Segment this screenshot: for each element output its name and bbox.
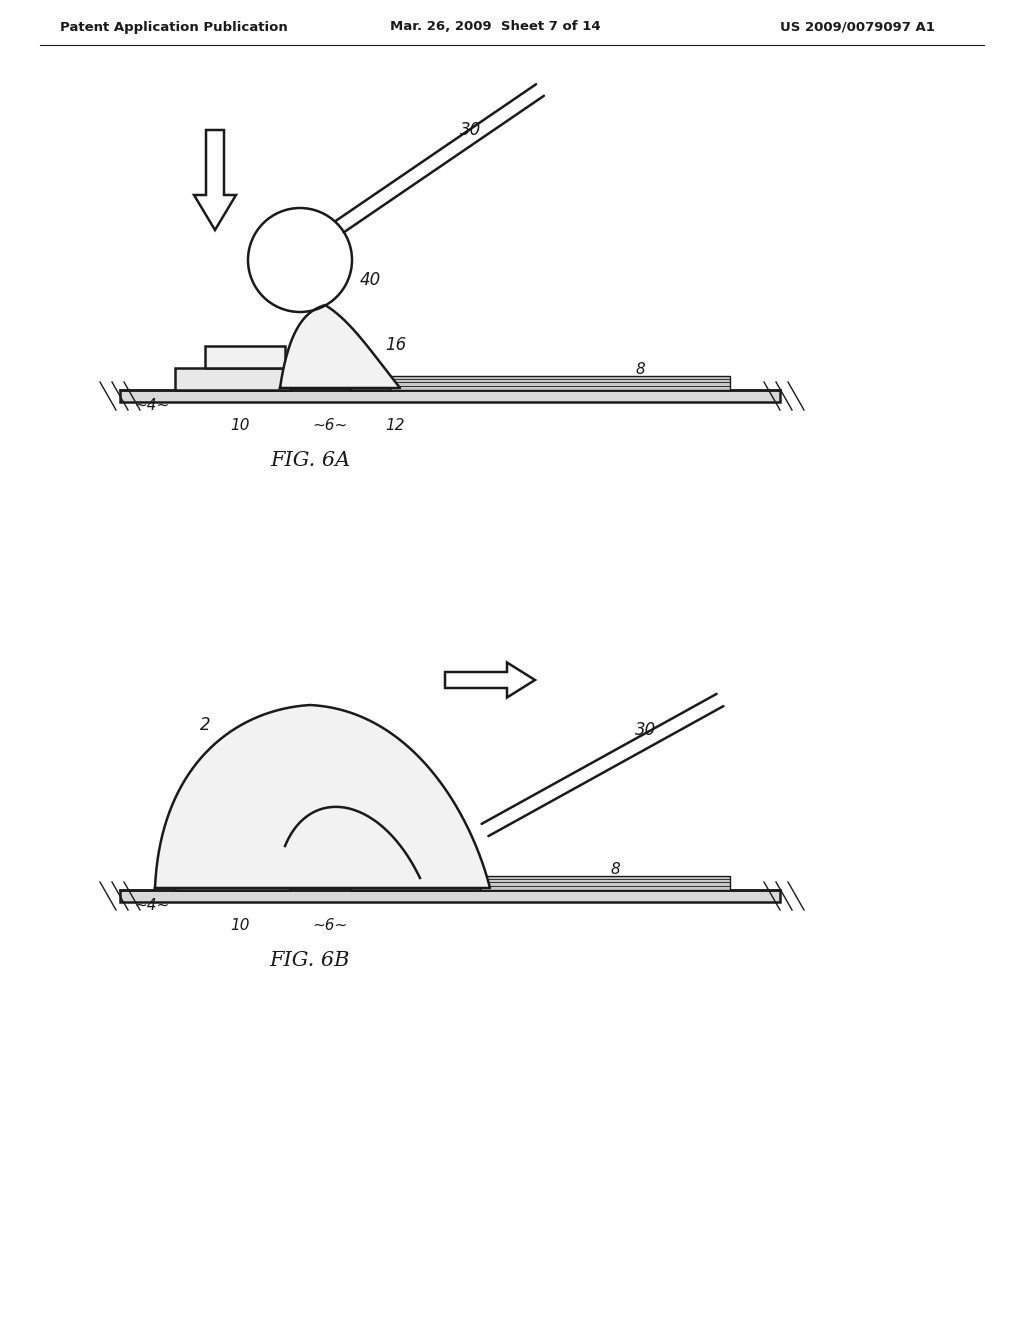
Text: Patent Application Publication: Patent Application Publication	[60, 21, 288, 33]
Text: 8: 8	[610, 862, 620, 878]
Text: ~4~: ~4~	[134, 898, 170, 912]
Text: FIG. 6A: FIG. 6A	[270, 450, 350, 470]
Bar	[350, 878, 480, 890]
Text: 2: 2	[200, 715, 211, 734]
Text: ~6~: ~6~	[312, 917, 347, 932]
Text: 8: 8	[635, 363, 645, 378]
Text: 10: 10	[230, 917, 250, 932]
Text: ~4~: ~4~	[134, 397, 170, 412]
Bar	[205, 846, 285, 869]
Text: 12: 12	[385, 417, 404, 433]
Text: Mar. 26, 2009  Sheet 7 of 14: Mar. 26, 2009 Sheet 7 of 14	[390, 21, 601, 33]
Bar	[175, 869, 290, 890]
Bar	[390, 376, 730, 389]
Text: FIG. 6B: FIG. 6B	[269, 950, 350, 969]
Text: 16: 16	[385, 337, 407, 354]
Text: ~6~: ~6~	[312, 417, 347, 433]
Text: 30: 30	[460, 121, 481, 139]
Bar	[205, 346, 285, 368]
FancyArrow shape	[445, 663, 535, 697]
Bar	[120, 890, 780, 902]
Bar	[480, 876, 730, 890]
Text: 10: 10	[230, 417, 250, 433]
FancyArrow shape	[194, 129, 236, 230]
Text: 16: 16	[395, 810, 416, 829]
Polygon shape	[155, 705, 490, 888]
Text: 30: 30	[635, 721, 656, 739]
Bar	[175, 368, 290, 389]
Bar	[120, 389, 780, 403]
Polygon shape	[280, 305, 400, 388]
Text: 40: 40	[360, 271, 381, 289]
Bar	[350, 378, 390, 389]
Text: US 2009/0079097 A1: US 2009/0079097 A1	[780, 21, 935, 33]
